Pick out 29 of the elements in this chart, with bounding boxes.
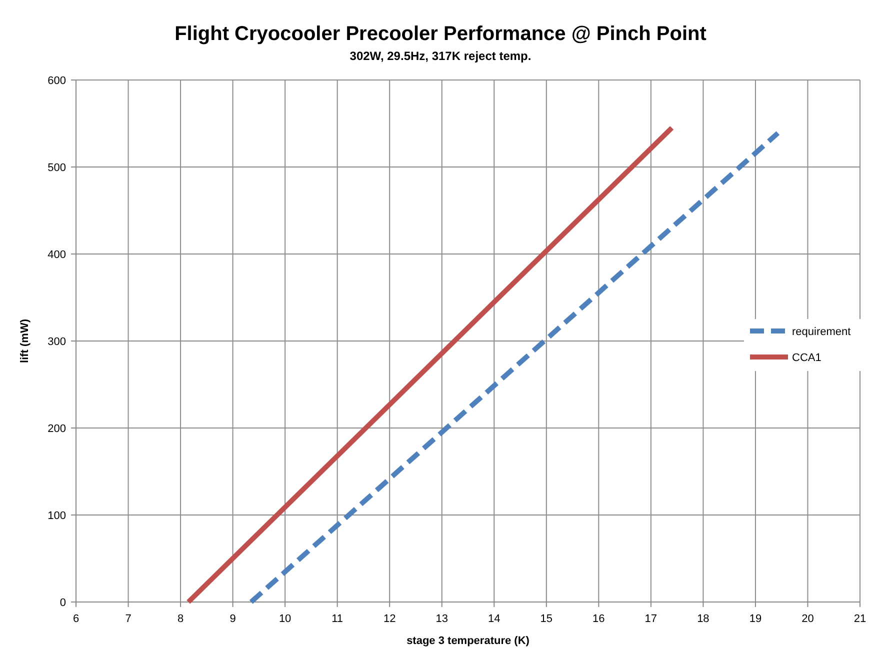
y-tick-label: 300 xyxy=(48,336,66,348)
y-tick-label: 500 xyxy=(48,162,66,174)
y-tick-label: 600 xyxy=(48,75,66,87)
x-tick-label: 16 xyxy=(592,613,605,625)
x-tick-label: 15 xyxy=(540,613,553,625)
x-tick-label: 11 xyxy=(332,613,344,625)
x-tick-label: 6 xyxy=(72,613,80,625)
y-tick-label: 0 xyxy=(60,597,66,609)
x-tick-label: 17 xyxy=(644,613,658,625)
x-tick-label: 12 xyxy=(383,613,396,625)
y-tick-label: 400 xyxy=(48,249,66,261)
y-tick-label: 100 xyxy=(48,510,66,522)
x-tick-label: 18 xyxy=(697,613,710,625)
x-tick-label: 21 xyxy=(854,613,866,625)
legend-label: CCA1 xyxy=(792,352,822,364)
x-tick-label: 19 xyxy=(749,613,762,625)
x-tick-label: 9 xyxy=(230,613,236,625)
y-tick-label: 200 xyxy=(48,423,66,435)
chart-subtitle: 302W, 29.5Hz, 317K reject temp. xyxy=(350,49,532,63)
legend-label: requirement xyxy=(792,326,851,338)
x-tick-label: 10 xyxy=(278,613,292,625)
x-tick-label: 14 xyxy=(488,613,500,625)
x-tick-label: 8 xyxy=(177,613,184,625)
chart-title: Flight Cryocooler Precooler Performance @ Pinch Point xyxy=(174,23,707,45)
x-tick-label: 7 xyxy=(125,613,132,625)
x-tick-label: 13 xyxy=(436,613,448,625)
x-axis-title: stage 3 temperature (K) xyxy=(406,635,530,647)
y-axis-title: lift (mW) xyxy=(19,318,31,363)
x-tick-label: 20 xyxy=(802,613,814,625)
